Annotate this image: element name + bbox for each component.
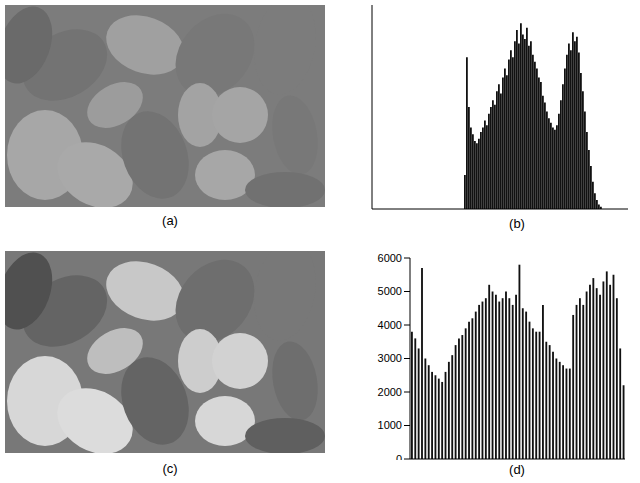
svg-text:1000: 1000 [378,419,402,431]
svg-text:2000: 2000 [378,386,402,398]
html-text:(c): (c) [162,461,178,476]
html-text:(a): (a) [162,213,178,228]
svg-text:6000: 6000 [378,252,402,264]
html-text:(d): (d) [509,462,525,477]
html-text:(b): (b) [509,216,525,231]
svg-text:0: 0 [396,453,402,460]
svg-text:4000: 4000 [378,319,402,331]
svg-text:5000: 5000 [378,285,402,297]
svg-text:3000: 3000 [378,352,402,364]
